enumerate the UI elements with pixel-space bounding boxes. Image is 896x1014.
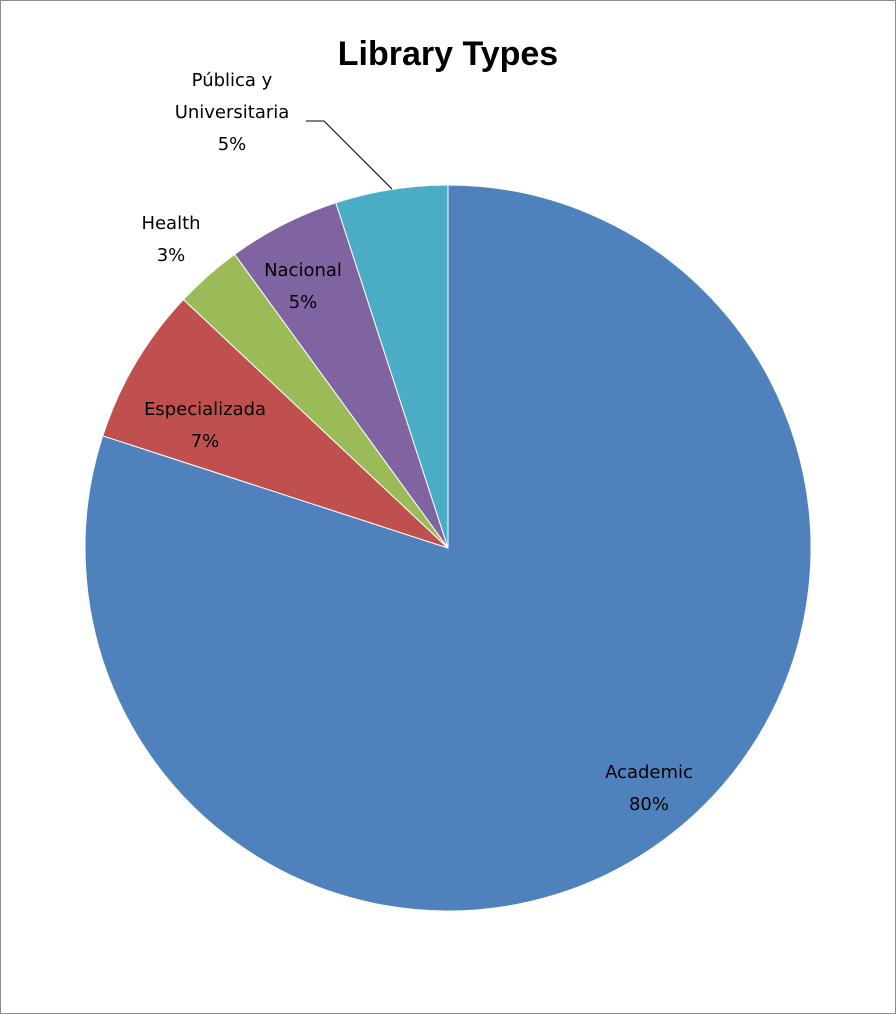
- data-label-publica-percent: 5%: [218, 134, 247, 155]
- data-label-academic-name: Academic: [605, 762, 693, 783]
- data-label-health-percent: 3%: [157, 245, 186, 266]
- data-label-publica-name-line1: Pública y: [192, 70, 273, 91]
- data-label-academic-percent: 80%: [629, 794, 669, 815]
- leader-line-publica: [306, 120, 393, 190]
- pie-slice-publica-y-universitaria: [335, 184, 449, 549]
- data-labels: Academic 80% Especializada 7% Health 3% …: [141, 70, 692, 815]
- pie-slices: [84, 184, 812, 912]
- pie-slice-especializada: [102, 298, 449, 549]
- data-label-publica-name-line2: Universitaria: [175, 102, 290, 123]
- data-label-nacional-name: Nacional: [264, 260, 342, 281]
- data-label-especializada-name: Especializada: [144, 399, 266, 420]
- data-label-nacional-percent: 5%: [289, 292, 318, 313]
- data-label-health-name: Health: [141, 213, 200, 234]
- chart-title: Library Types: [338, 35, 558, 73]
- data-label-especializada-percent: 7%: [191, 431, 220, 452]
